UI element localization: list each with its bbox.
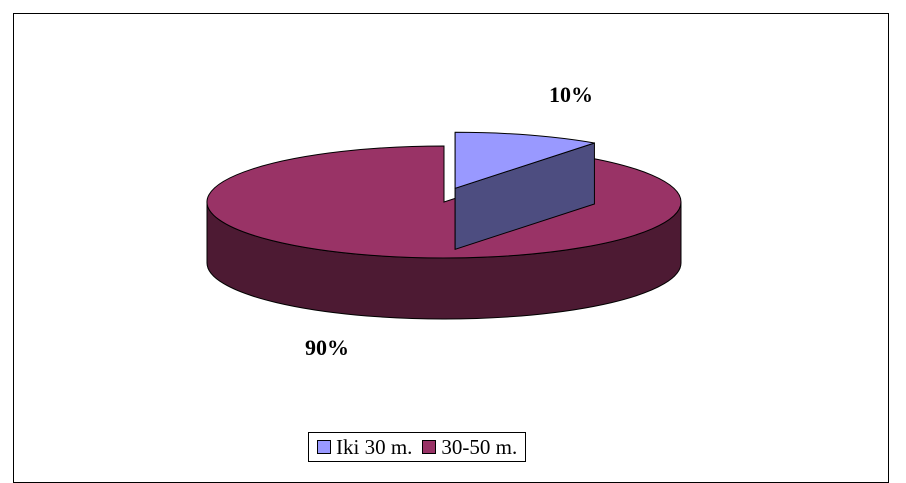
slice-top-1 (206, 145, 682, 259)
legend: Iki 30 m. 30-50 m. (308, 432, 527, 462)
legend-swatch-30-50 (422, 440, 437, 454)
legend-item-iki-30: Iki 30 m. (317, 435, 412, 460)
data-label-30-50: 90% (305, 335, 349, 360)
legend-swatch-iki-30 (317, 440, 331, 454)
data-label-iki-30: 10% (549, 82, 593, 107)
legend-label-iki-30: Iki 30 m. (336, 434, 413, 459)
legend-item-30-50: 30-50 m. (422, 435, 517, 460)
slice-top-0 (454, 131, 595, 189)
legend-label-30-50: 30-50 m. (441, 434, 518, 459)
